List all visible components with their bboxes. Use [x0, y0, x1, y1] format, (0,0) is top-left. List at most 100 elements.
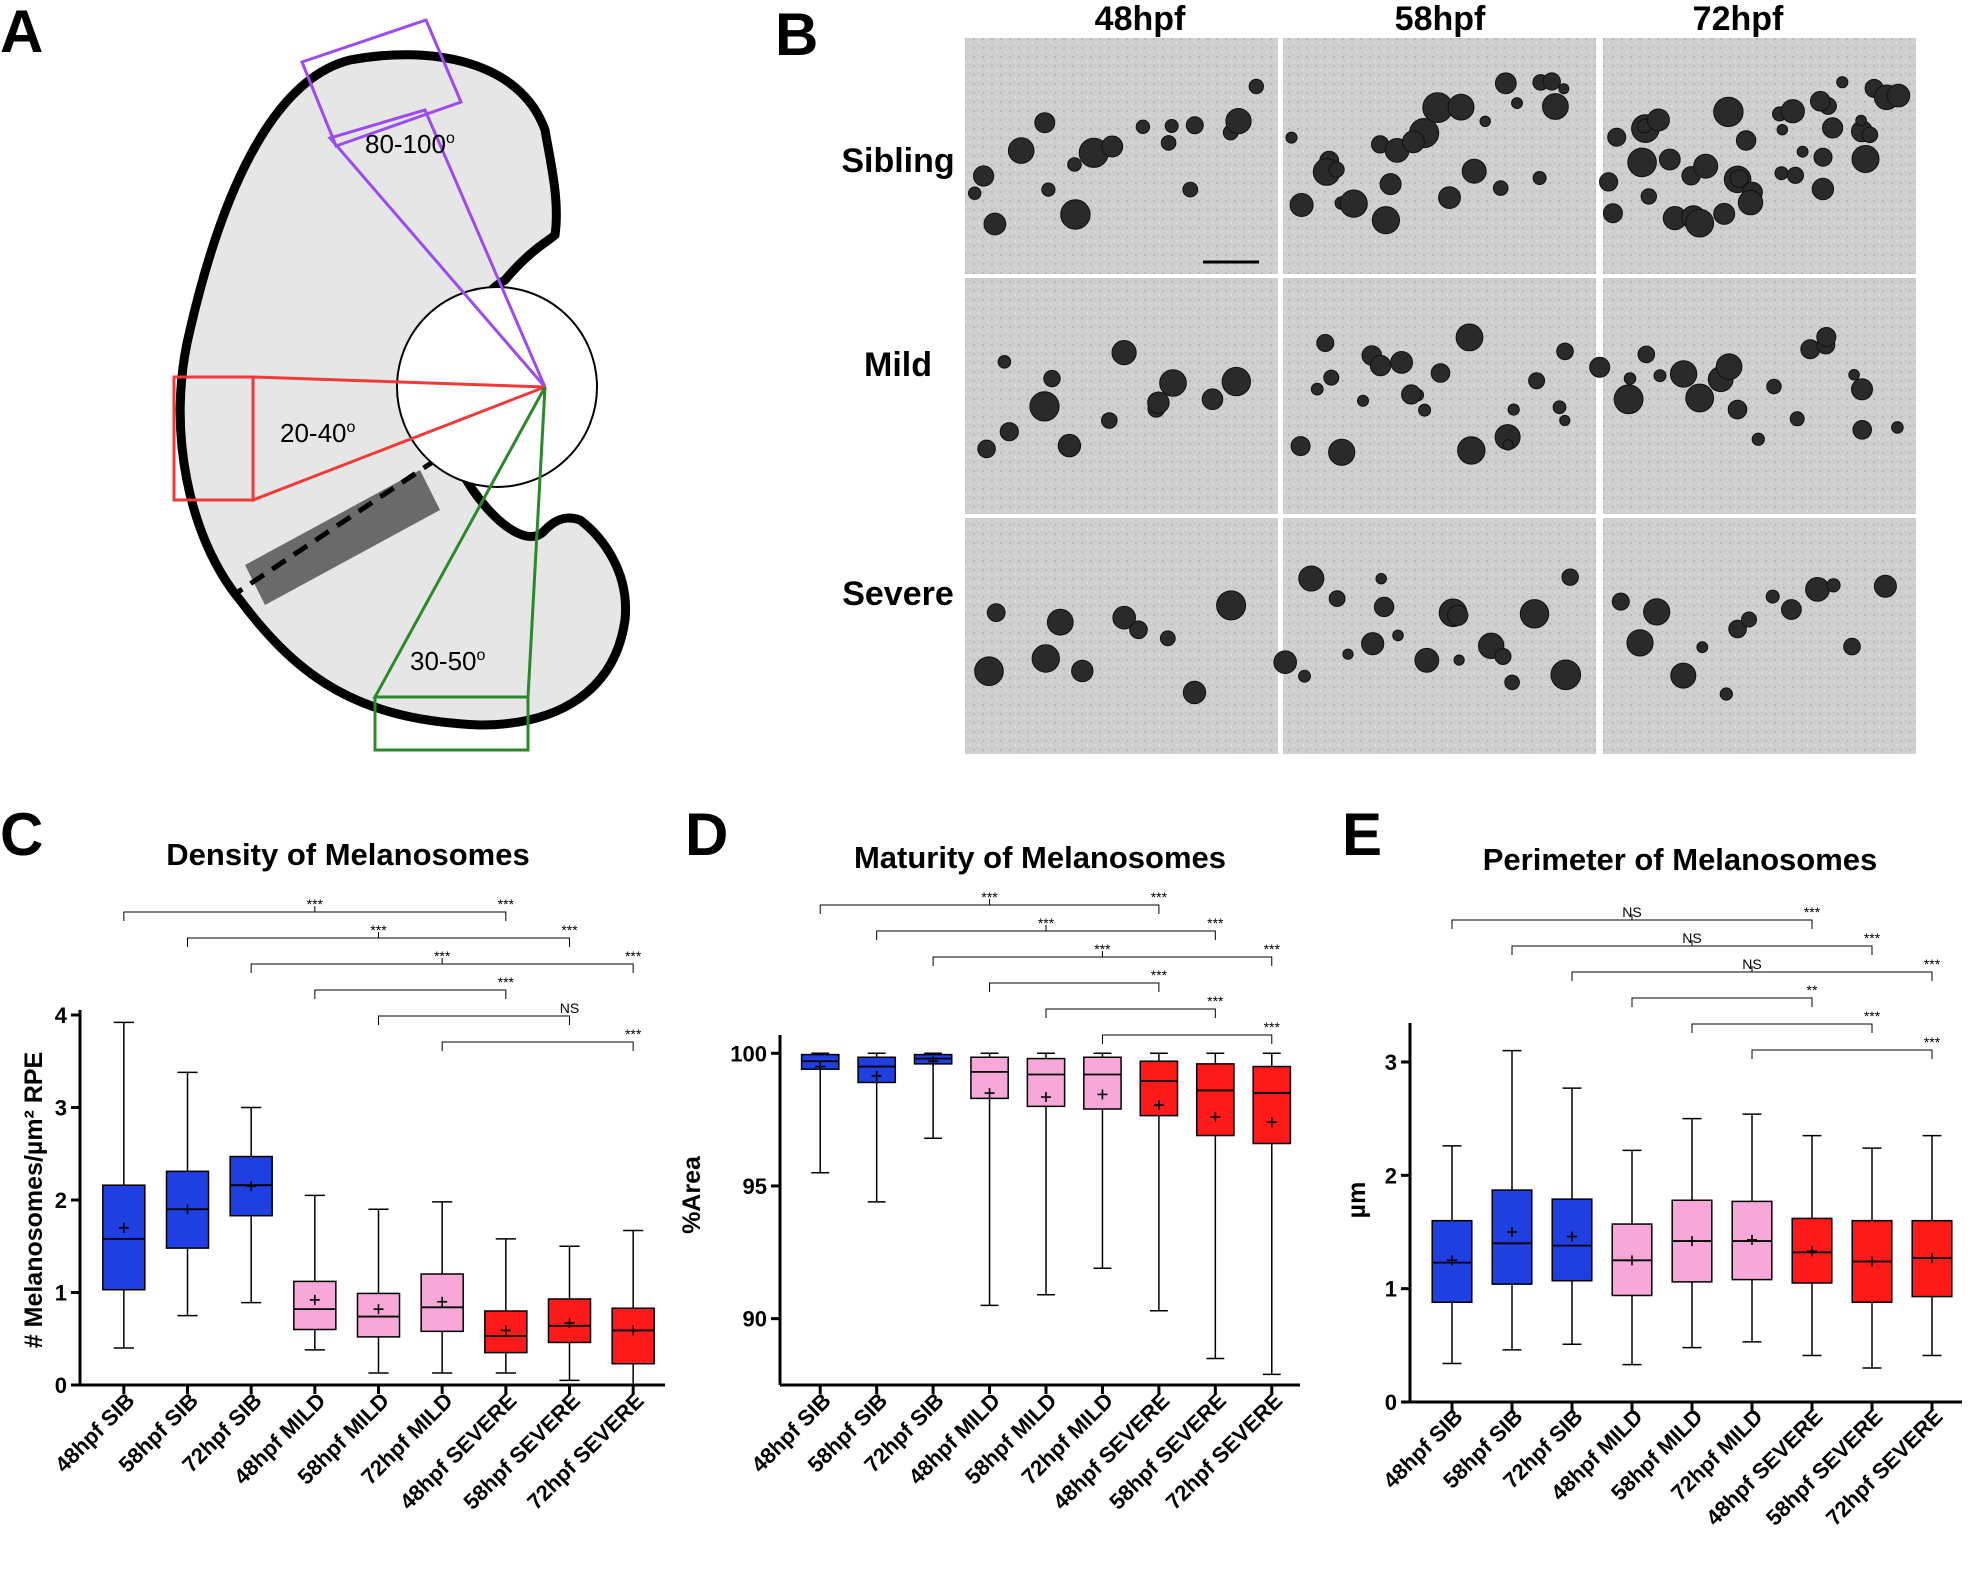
significance-label: ***: [498, 896, 515, 912]
row-label-sibling: Sibling: [841, 142, 954, 180]
significance-bracket: *** ***: [187, 922, 578, 947]
chart-d: D Maturity of Melanosomes%Area909510048hp…: [678, 801, 1300, 1514]
bracket-line: [1101, 1034, 1273, 1044]
y-tick-label: 0: [1385, 1390, 1397, 1415]
x-tick-label: 58hpf SEVERE: [458, 1388, 585, 1515]
box-iqr: [1491, 1189, 1533, 1285]
significance-bracket: ***: [314, 974, 515, 999]
panel-a: A 80-100o 20-40o 30-50o: [0, 0, 631, 752]
box-58hpf-mild: [356, 1208, 401, 1374]
bracket-line: [1631, 997, 1813, 1007]
significance-label: ***: [1864, 930, 1881, 946]
x-tick-label: 48hpf SEVERE: [395, 1388, 522, 1515]
significance-label: **: [1807, 982, 1818, 998]
significance-label: ***: [1264, 941, 1281, 957]
em-image-grid: [965, 38, 1916, 754]
timepoint-label-72hpf: 72hpf: [1693, 0, 1784, 38]
chart-title: Maturity of Melanosomes: [854, 840, 1226, 875]
significance-label: NS: [1682, 930, 1701, 946]
em-image-severe-48hpf: [965, 518, 1278, 754]
box-iqr: [293, 1280, 337, 1331]
panel-letter-d: D: [685, 801, 728, 868]
significance-bracket: NS: [378, 1000, 579, 1025]
box-iqr: [1083, 1056, 1122, 1110]
box-48hpf-severe: [1791, 1134, 1833, 1357]
significance-bracket: ***: [1691, 1008, 1881, 1033]
lens: [396, 286, 598, 488]
panel-letter-c: C: [0, 801, 43, 868]
significance-bracket: ***: [441, 1026, 642, 1051]
em-image-severe-72hpf: [1603, 518, 1916, 754]
box-iqr: [102, 1184, 146, 1291]
box-72hpf-mild: [1731, 1113, 1773, 1343]
significance-label: ***: [561, 922, 578, 938]
significance-bracket: ***: [989, 967, 1168, 992]
y-axis-label: %Area: [678, 1155, 706, 1234]
significance-label: ***: [434, 948, 451, 964]
bracket-line: [932, 956, 1273, 966]
significance-label: ***: [1151, 889, 1168, 905]
box-charts: C Density of Melanosomes # Melanosomes/µm²…: [0, 801, 1962, 1530]
significance-label: NS: [1622, 904, 1641, 920]
significance-label: ***: [1924, 1034, 1941, 1050]
chart-title: Perimeter of Melanosomes: [1483, 842, 1878, 877]
box-iqr: [1195, 1063, 1235, 1137]
significance-label: ***: [1094, 941, 1111, 957]
significance-label: ***: [625, 1026, 642, 1042]
panel-letter-a: A: [0, 0, 43, 65]
bracket-line: [1691, 1023, 1873, 1033]
y-tick-label: 95: [743, 1174, 767, 1199]
y-tick-label: 1: [1385, 1277, 1397, 1302]
em-image-severe-58hpf: [1273, 518, 1596, 754]
box-58hpf-sib: [1491, 1049, 1533, 1351]
bracket-line: [378, 1015, 570, 1025]
em-image-mild-72hpf: [1589, 278, 1916, 514]
bracket-line: [1751, 1049, 1933, 1059]
box-58hpf-severe: [1851, 1147, 1893, 1369]
significance-label: NS: [1742, 956, 1761, 972]
em-image-mild-58hpf: [1283, 278, 1596, 514]
y-axis-label: µm: [1343, 1182, 1371, 1219]
bracket-line: [1571, 971, 1933, 981]
box-iqr: [1431, 1219, 1473, 1304]
sector-label-purple: 80-100o: [365, 129, 455, 159]
box-48hpf-sib: [800, 1052, 840, 1174]
significance-label: ***: [625, 948, 642, 964]
row-label-severe: Severe: [842, 575, 954, 613]
bracket-line: [314, 989, 507, 999]
bracket-line: [989, 982, 1160, 992]
box-iqr: [611, 1307, 655, 1365]
bracket-line: [1045, 1008, 1216, 1018]
box-48hpf-mild: [1611, 1149, 1653, 1366]
bracket-line: [876, 930, 1216, 940]
box-iqr: [547, 1298, 592, 1344]
box-72hpf-severe: [1252, 1052, 1292, 1376]
em-image-mild-48hpf: [965, 278, 1278, 514]
box-green: [373, 695, 530, 752]
box-48hpf-sib: [102, 1021, 146, 1349]
sector-label-green: 30-50o: [410, 646, 486, 676]
significance-label: ***: [1207, 993, 1224, 1009]
box-58hpf-mild: [1671, 1117, 1713, 1349]
timepoint-label-48hpf: 48hpf: [1095, 0, 1186, 38]
bracket-line: [187, 937, 570, 947]
y-tick-label: 3: [55, 1096, 67, 1121]
x-tick-label: 72hpf SEVERE: [522, 1388, 649, 1515]
chart-c: C Density of Melanosomes # Melanosomes/µm²…: [0, 801, 665, 1514]
box-58hpf-mild: [1026, 1052, 1066, 1296]
significance-label: ***: [1038, 915, 1055, 931]
sector-label-red: 20-40o: [280, 418, 356, 448]
significance-bracket: *** ***: [876, 915, 1224, 940]
y-tick-label: 2: [1385, 1163, 1397, 1188]
significance-label: ***: [1151, 967, 1168, 983]
significance-bracket: NS ***: [1511, 930, 1881, 955]
significance-bracket: *** ***: [250, 948, 642, 973]
box-iqr: [356, 1292, 401, 1338]
significance-bracket: ***: [1045, 993, 1224, 1018]
box-58hpf-severe: [1195, 1052, 1235, 1360]
significance-bracket: *** ***: [819, 889, 1168, 914]
significance-label: ***: [1264, 1019, 1281, 1035]
box-red: [172, 375, 255, 502]
